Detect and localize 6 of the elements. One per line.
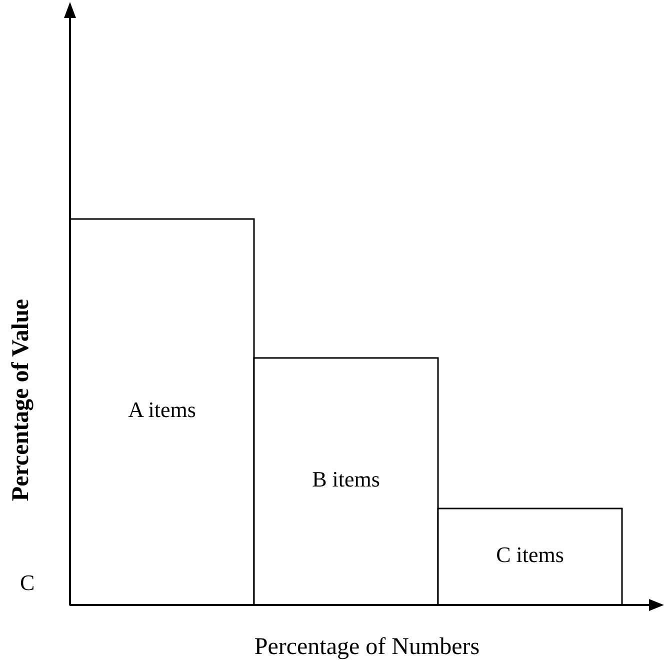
y-axis-title: Percentage of Value [8,298,34,502]
x-axis-title: Percentage of Numbers [254,634,480,660]
x-tick-label: B items [312,466,380,492]
x-tick-label: C items [496,542,564,567]
text: C [20,570,35,595]
x-tick-label: A items [128,397,196,422]
